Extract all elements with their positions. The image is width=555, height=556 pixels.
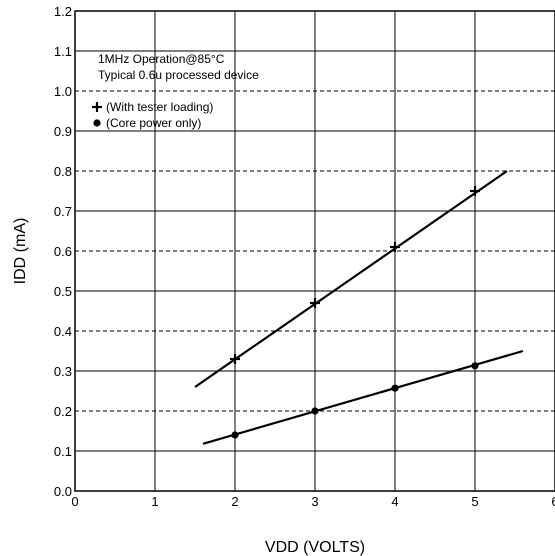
y-axis-title: IDD (mA)	[12, 218, 29, 285]
y-tick-label: 0.8	[54, 164, 72, 179]
y-tick-label: 0.9	[54, 124, 72, 139]
x-tick-label: 6	[551, 494, 555, 509]
x-tick-label: 1	[151, 494, 158, 509]
y-tick-label: 1.1	[54, 44, 72, 59]
y-tick-label: 0.1	[54, 444, 72, 459]
series-fit-line	[194, 170, 508, 388]
x-axis-title: VDD (VOLTS)	[265, 539, 365, 556]
x-tick-label: 3	[311, 494, 318, 509]
legend-dot-glyph	[93, 119, 101, 127]
plus-point-marker	[310, 298, 320, 308]
plus-point-marker	[390, 242, 400, 252]
annotation-device: Typical 0.6u processed device	[98, 68, 259, 82]
y-tick-label: 0.5	[54, 284, 72, 299]
legend: (With tester loading) (Core power only)	[92, 100, 213, 130]
plus-point-marker	[470, 186, 480, 196]
y-tick-label: 0.7	[54, 204, 72, 219]
y-tick-label: 1.0	[54, 84, 72, 99]
y-tick-label: 0.3	[54, 364, 72, 379]
annotation-operation: 1MHz Operation@85°C	[98, 52, 225, 66]
series-dot	[202, 349, 524, 445]
legend-plus-marker	[92, 102, 102, 112]
x-tick-label: 2	[231, 494, 238, 509]
dot-point-marker	[471, 362, 479, 370]
legend-plus-glyph	[92, 102, 102, 112]
series-plus	[194, 170, 508, 388]
y-tick-label: 0.4	[54, 324, 72, 339]
dot-point-marker	[231, 431, 239, 439]
y-tick-label: 0.6	[54, 244, 72, 259]
legend-dot-marker	[93, 119, 101, 127]
series-group	[194, 170, 524, 445]
legend-label-core-power: (Core power only)	[106, 116, 201, 130]
grid-lines	[75, 11, 555, 491]
x-tick-label: 5	[471, 494, 478, 509]
x-axis-ticks: 0 1 2 3 4 5 6	[71, 494, 555, 509]
plot-frame	[74, 10, 555, 492]
series-fit-line	[202, 349, 524, 445]
legend-label-tester-loading: (With tester loading)	[106, 100, 213, 114]
y-tick-label: 1.2	[54, 4, 72, 19]
y-axis-ticks: 0.0 0.1 0.2 0.3 0.4 0.5 0.6 0.7 0.8 0.9 1.0 1.1 1.2	[54, 4, 72, 499]
plus-point-marker	[230, 354, 240, 364]
y-tick-label: 0.0	[54, 484, 72, 499]
dot-point-marker	[311, 407, 319, 415]
dot-point-marker	[391, 384, 399, 392]
y-tick-label: 0.2	[54, 404, 72, 419]
x-tick-label: 0	[71, 494, 78, 509]
x-tick-label: 4	[391, 494, 398, 509]
